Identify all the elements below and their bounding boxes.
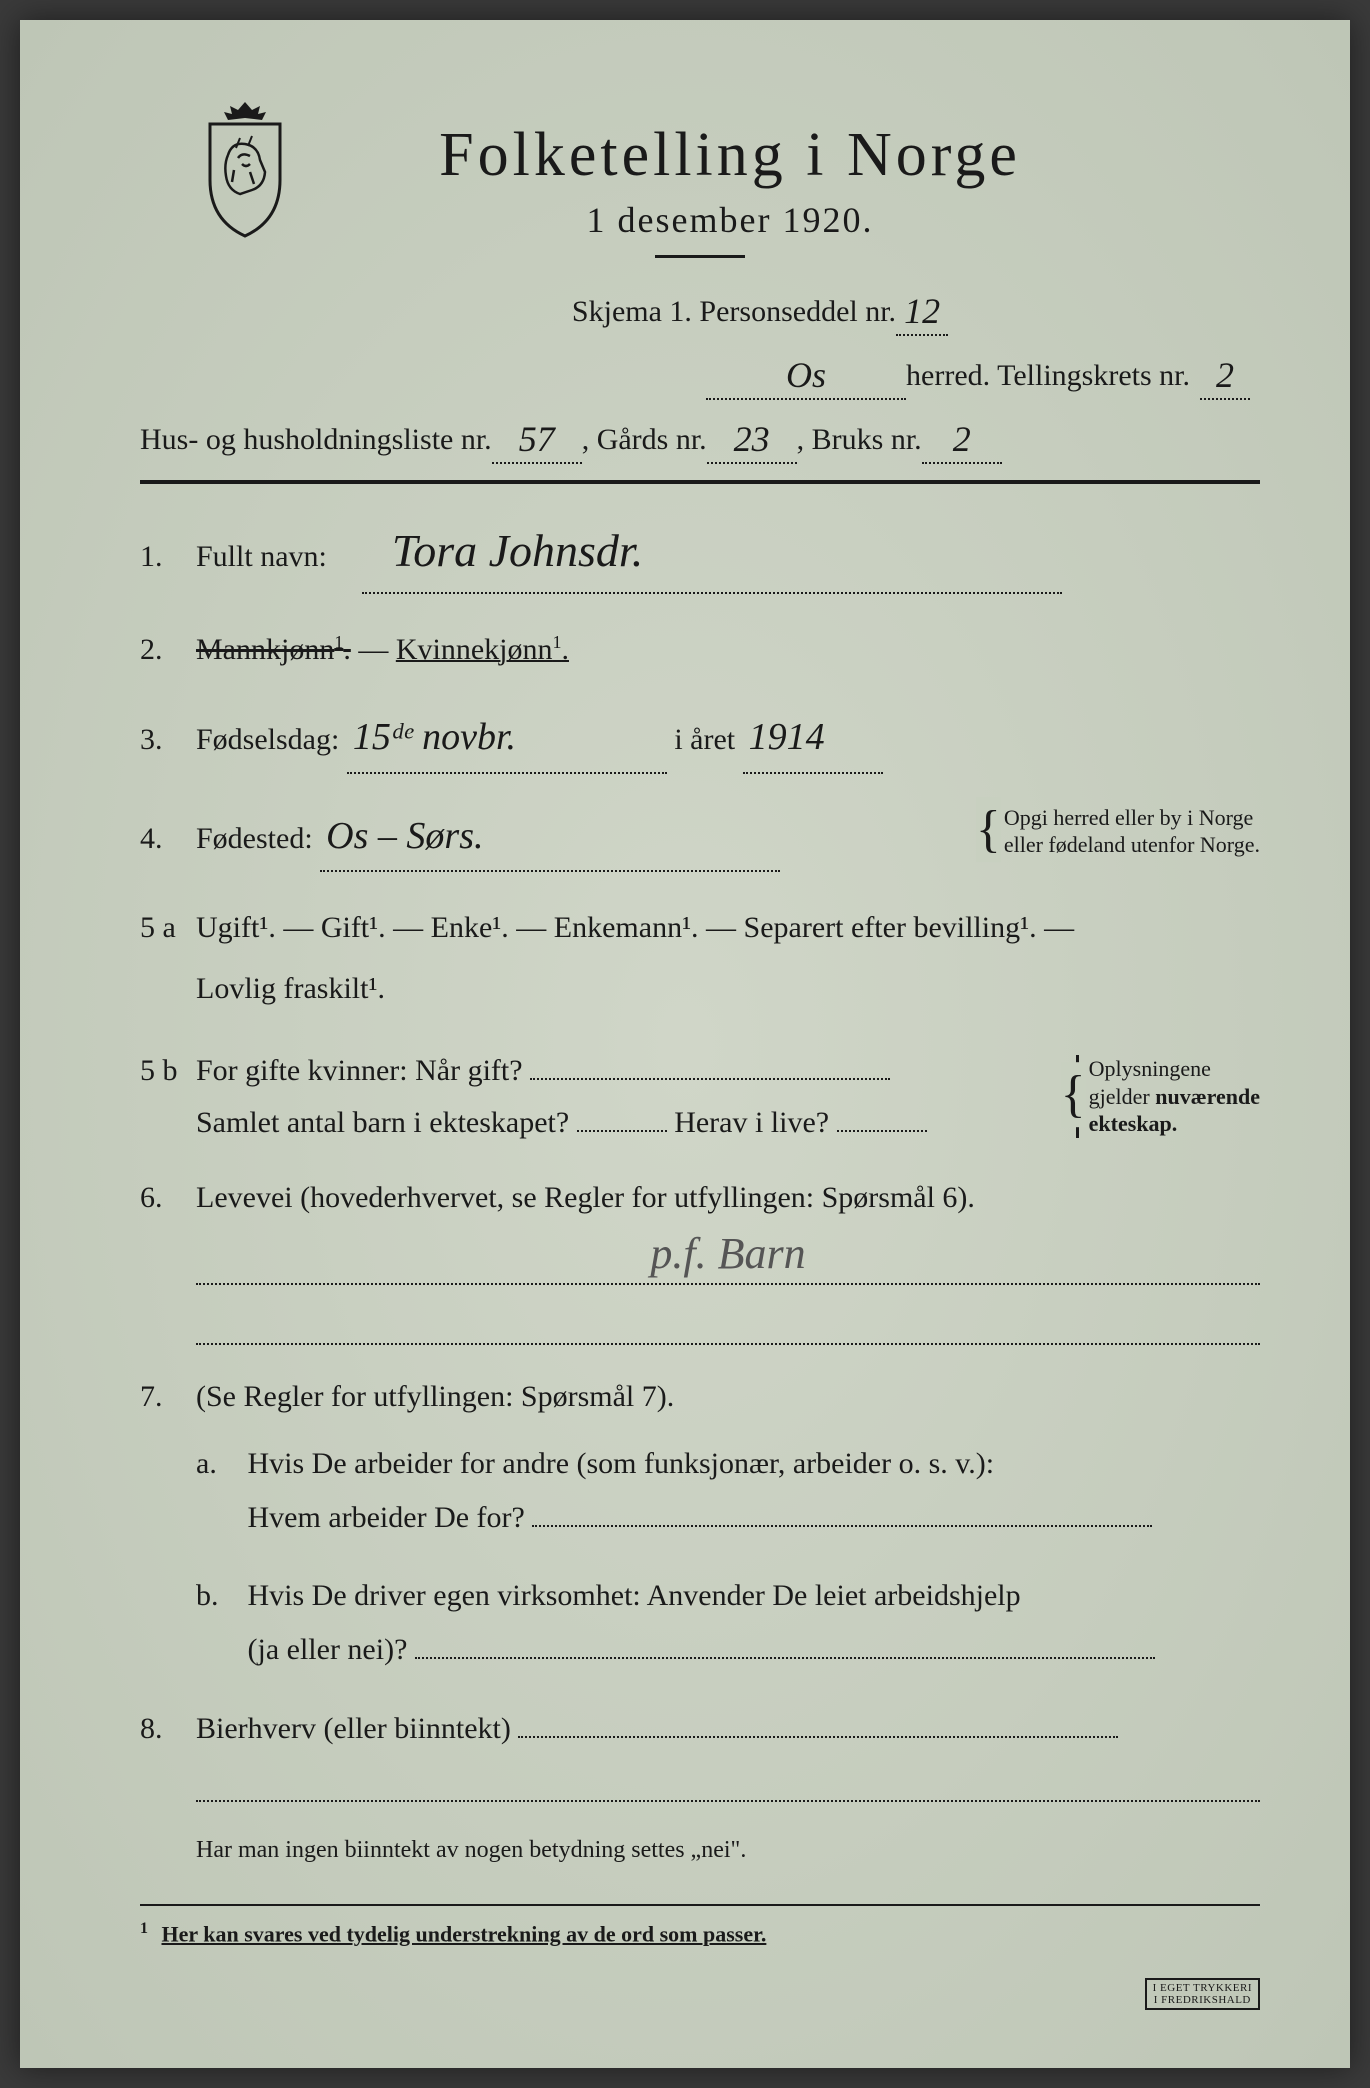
tellingskrets-nr-value: 2 [1200, 354, 1250, 400]
q6-text: Levevei (hovederhvervet, se Regler for u… [196, 1172, 1260, 1223]
q7a-label: a. [196, 1438, 240, 1491]
skjema-label: Skjema 1. Personseddel nr. [572, 295, 896, 329]
q7b-text2: (ja eller nei)? [248, 1633, 408, 1666]
q4-label: Fødested: [196, 822, 313, 855]
q5a-num: 5 a [140, 902, 196, 953]
q5b-barn-fill [577, 1096, 667, 1132]
q5b-note1: Oplysningene [1089, 1056, 1211, 1081]
q2-text: Mannkjønn1. — Kvinnekjønn1. [196, 624, 1260, 675]
q4-num: 4. [140, 813, 196, 864]
meta-personseddel: Skjema 1. Personseddel nr. 12 [140, 288, 1260, 334]
census-form-page: Folketelling i Norge 1 desember 1920. Sk… [20, 20, 1350, 2068]
q4-row: 4. Fødested: Os – Sørs. Opgi herred elle… [140, 804, 1260, 873]
meta-herred: Os herred. Tellingskrets nr. 2 [140, 352, 1260, 398]
q3-year-value: 1914 [743, 705, 883, 774]
stamp-line1: I EGET TRYKKERI [1153, 1982, 1252, 1994]
q1-label: Fullt navn: [196, 540, 327, 573]
q5b-line2a: Samlet antal barn i ekteskapet? [196, 1106, 569, 1139]
q4-note2: eller fødeland utenfor Norge. [1004, 832, 1260, 857]
q5b-row: 5 b For gifte kvinner: Når gift? Samlet … [140, 1044, 1260, 1148]
q7-row: 7. (Se Regler for utfyllingen: Spørsmål … [140, 1371, 1260, 1422]
q7b-text1: Hvis De driver egen virksomhet: Anvender… [248, 1579, 1021, 1612]
q5b-num: 5 b [140, 1045, 196, 1096]
q7-text: (Se Regler for utfyllingen: Spørsmål 7). [196, 1371, 1260, 1422]
gards-nr-value: 23 [707, 418, 797, 464]
q5a-row: 5 a Ugift¹. — Gift¹. — Enke¹. — Enkemann… [140, 902, 1260, 953]
footnote: 1 Her kan svares ved tydelig understrekn… [140, 1920, 1260, 1947]
q5b-gift-fill [530, 1044, 890, 1080]
q7b-label: b. [196, 1570, 240, 1623]
q7a-text1: Hvis De arbeider for andre (som funksjon… [248, 1447, 995, 1480]
form-date: 1 desember 1920. [140, 199, 1260, 241]
q3-row: 3. Fødselsdag: 15ᵈᵉ novbr. i året 1914 [140, 705, 1260, 774]
meta-husliste: Hus- og husholdningsliste nr. 57 , Gårds… [140, 416, 1260, 462]
stamp-line2: I FREDRIKSHALD [1154, 1994, 1251, 2006]
footnote-sup: 1 [140, 1920, 148, 1937]
q5b-note: Oplysningene gjelder nuværende ekteskap. [1076, 1055, 1260, 1138]
q7a-text2: Hvem arbeider De for? [248, 1501, 525, 1534]
q5b-note3: ekteskap. [1089, 1111, 1178, 1136]
q3-year-label: i året [674, 723, 735, 756]
q4-note1: Opgi herred eller by i Norge [1004, 805, 1253, 830]
form-title: Folketelling i Norge [140, 120, 1260, 191]
q2-num: 2. [140, 624, 196, 675]
q1-num: 1. [140, 531, 196, 582]
q5a-text: Ugift¹. — Gift¹. — Enke¹. — Enkemann¹. —… [196, 902, 1260, 953]
q6-answer-line2 [196, 1311, 1260, 1345]
husliste-label: Hus- og husholdningsliste nr. [140, 423, 492, 457]
footnote-text: Her kan svares ved tydelig understreknin… [162, 1922, 767, 1947]
q6-answer: p.f. Barn [196, 1231, 1260, 1285]
q5b-note2: gjelder nuværende [1089, 1084, 1260, 1109]
q5a-row2: Lovlig fraskilt¹. [140, 963, 1260, 1014]
coat-of-arms-icon [190, 100, 300, 240]
q5b-live-fill [837, 1096, 927, 1132]
q6-row: 6. Levevei (hovederhvervet, se Regler fo… [140, 1172, 1260, 1223]
q1-name-value: Tora Johnsdr. [362, 512, 1062, 594]
gards-label: , Gårds nr. [582, 423, 707, 457]
herred-label: herred. Tellingskrets nr. [906, 359, 1190, 393]
q8-num: 8. [140, 1703, 196, 1754]
title-divider [655, 255, 745, 258]
form-header: Folketelling i Norge 1 desember 1920. [140, 120, 1260, 258]
q7-num: 7. [140, 1371, 196, 1422]
q4-value: Os – Sørs. [320, 804, 780, 873]
q3-num: 3. [140, 714, 196, 765]
q2-row: 2. Mannkjønn1. — Kvinnekjønn1. [140, 624, 1260, 675]
herred-value: Os [706, 354, 906, 400]
q8-line2 [196, 1762, 1260, 1802]
q5a-text2: Lovlig fraskilt¹. [196, 963, 1260, 1014]
husliste-nr-value: 57 [492, 418, 582, 464]
q7b: b. Hvis De driver egen virksomhet: Anven… [196, 1570, 1260, 1676]
q8-label: Bierhverv (eller biinntekt) [196, 1712, 511, 1745]
q3-label: Fødselsdag: [196, 723, 339, 756]
q5b-line1a: For gifte kvinner: Når gift? [196, 1054, 523, 1087]
bruks-nr-value: 2 [922, 418, 1002, 464]
personseddel-nr-value: 12 [896, 290, 948, 336]
q5b-line2b: Herav i live? [674, 1106, 829, 1139]
q3-day-value: 15ᵈᵉ novbr. [347, 705, 667, 774]
q6-num: 6. [140, 1172, 196, 1223]
q8-row: 8. Bierhverv (eller biinntekt) [140, 1702, 1260, 1754]
header-rule [140, 480, 1260, 484]
q8-note: Har man ingen biinntekt av nogen betydni… [196, 1837, 1260, 1864]
footnote-rule-line [140, 1904, 1260, 1906]
q4-note: Opgi herred eller by i Norge eller fødel… [991, 804, 1260, 859]
bruks-label: , Bruks nr. [797, 423, 922, 457]
q7a: a. Hvis De arbeider for andre (som funks… [196, 1438, 1260, 1544]
printer-stamp: I EGET TRYKKERI I FREDRIKSHALD [1145, 1978, 1260, 2010]
q8-fill [518, 1702, 1118, 1738]
q1-row: 1. Fullt navn: Tora Johnsdr. [140, 512, 1260, 594]
q7a-fill [532, 1491, 1152, 1527]
q7b-fill [415, 1623, 1155, 1659]
